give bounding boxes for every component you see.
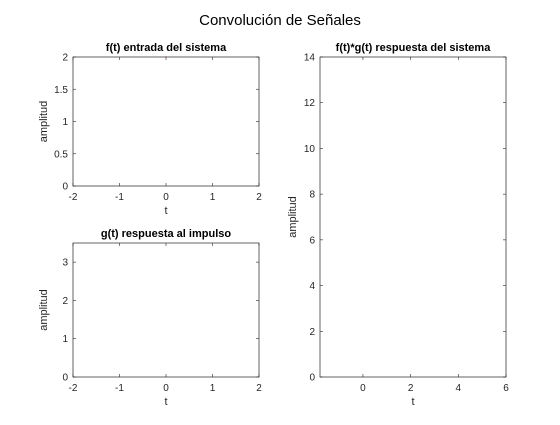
x-tick-label: 2 xyxy=(408,383,414,394)
axes-title: f(t)*g(t) respuesta del sistema xyxy=(336,42,492,54)
y-tick-label: 8 xyxy=(309,190,315,201)
y-tick-label: 0 xyxy=(62,373,68,384)
x-tick-label: -1 xyxy=(115,383,124,394)
y-tick-label: 0 xyxy=(62,182,68,193)
y-tick-label: 1.5 xyxy=(54,85,68,96)
y-tick-label: 2 xyxy=(62,53,68,64)
y-tick-label: 0 xyxy=(309,373,315,384)
x-tick-label: 6 xyxy=(503,383,509,394)
axes-1: -2 -1 0 1 2 0 0.5 1 1.5 2 f(t) entrada del sistema… xyxy=(38,42,262,217)
y-axis-label: amplitud xyxy=(38,289,50,331)
axes-2: -2 -1 0 1 2 0 1 2 3 g(t) respuesta al impulso t amp… xyxy=(38,228,262,408)
x-axis-label: t xyxy=(411,396,414,408)
x-tick-label: 0 xyxy=(360,383,366,394)
axes-3: 0 2 4 6 0 2 4 6 8 10 12 14 f(t)*g(t) respuesta del s… xyxy=(287,42,509,408)
y-tick-label: 4 xyxy=(309,281,315,292)
y-tick-label: 3 xyxy=(62,258,68,269)
y-axis-label: amplitud xyxy=(287,196,299,238)
y-tick-label: 14 xyxy=(304,53,316,64)
axes-title: g(t) respuesta al impulso xyxy=(101,228,231,240)
x-axis-label: t xyxy=(164,396,167,408)
x-tick-label: -2 xyxy=(69,383,78,394)
x-tick-label: 2 xyxy=(256,192,262,203)
y-tick-label: 2 xyxy=(309,327,315,338)
x-tick-label: -2 xyxy=(69,192,78,203)
y-tick-label: 1 xyxy=(62,334,68,345)
x-tick-label: 0 xyxy=(163,383,169,394)
figure-title: Convolución de Señales xyxy=(199,12,361,29)
x-tick-label: -1 xyxy=(115,192,124,203)
x-axis-label: t xyxy=(164,205,167,217)
y-tick-label: 1 xyxy=(62,117,68,128)
axes-frame xyxy=(72,56,260,187)
x-tick-label: 1 xyxy=(210,192,216,203)
axes-frame xyxy=(72,242,260,378)
x-tick-label: 4 xyxy=(456,383,462,394)
x-tick-label: 1 xyxy=(210,383,216,394)
y-tick-label: 12 xyxy=(304,98,316,109)
x-tick-label: 2 xyxy=(256,383,262,394)
x-tick-label: 0 xyxy=(163,192,169,203)
y-tick-label: 10 xyxy=(304,144,316,155)
y-tick-label: 2 xyxy=(62,296,68,307)
y-axis-label: amplitud xyxy=(38,101,50,143)
y-tick-label: 6 xyxy=(309,235,315,246)
axes-title: f(t) entrada del sistema xyxy=(106,42,227,54)
y-tick-label: 0.5 xyxy=(54,149,68,160)
axes-frame xyxy=(319,56,507,378)
